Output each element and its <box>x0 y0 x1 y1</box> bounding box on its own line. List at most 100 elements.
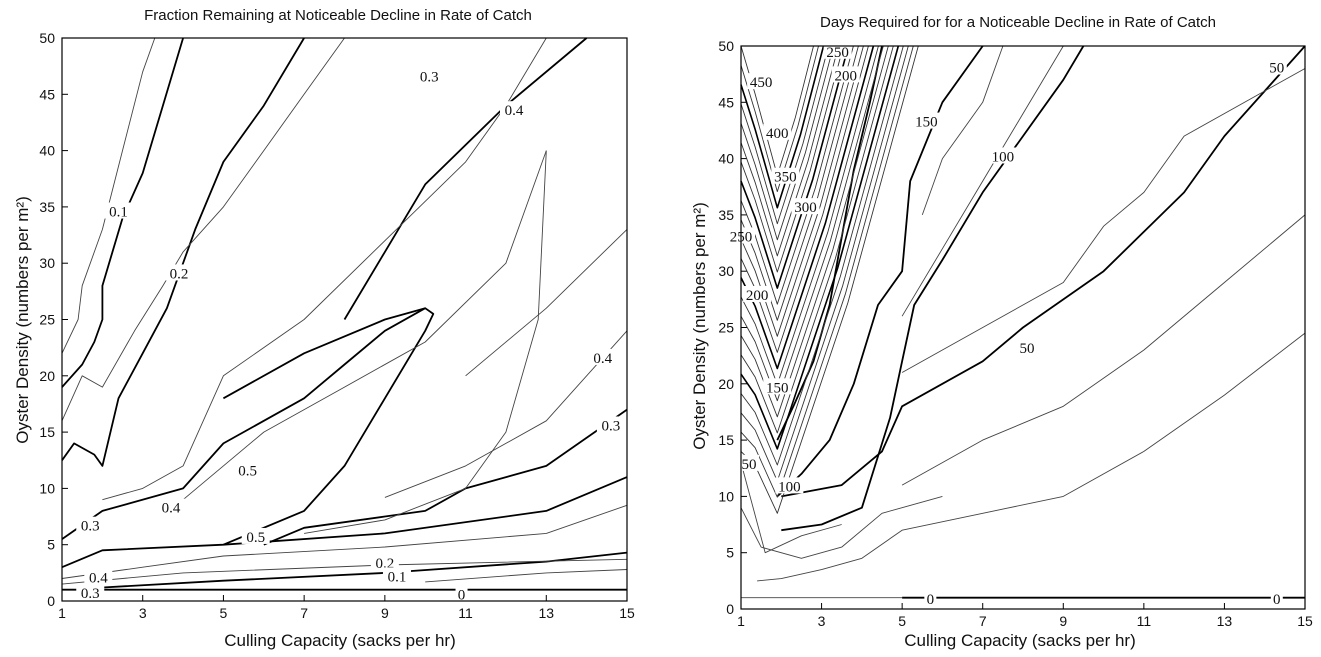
days-required-chart: Days Required for for a Noticeable Decli… <box>690 14 1313 650</box>
x-tick-label: 9 <box>381 605 389 621</box>
contour-line <box>304 150 547 534</box>
contour-line <box>740 45 839 257</box>
contour-line <box>740 45 884 402</box>
contour-label-background <box>1017 338 1038 355</box>
contour-label-background <box>455 585 468 602</box>
y-tick-label: 30 <box>39 255 55 271</box>
y-tick-label: 5 <box>47 537 55 553</box>
contour-label: 0.3 <box>601 418 620 434</box>
contour-label-background <box>84 568 113 585</box>
x-tick-label: 7 <box>300 605 308 621</box>
x-tick-label: 15 <box>1297 613 1313 629</box>
contour-line <box>740 45 834 241</box>
y-tick-label: 10 <box>39 480 55 496</box>
contour-line <box>61 504 628 579</box>
plot-frame <box>61 37 628 602</box>
contour-line <box>61 37 184 388</box>
contour-label-background <box>747 73 776 90</box>
contour-line <box>465 229 628 377</box>
contour-label: 0.5 <box>246 530 265 546</box>
contour-label-background <box>500 101 528 118</box>
contour-line <box>776 45 883 441</box>
contour-line <box>740 45 889 418</box>
contour-line <box>781 45 1085 532</box>
contour-line <box>343 37 588 320</box>
x-tick-label: 11 <box>458 605 473 621</box>
contour-line <box>61 476 628 569</box>
y-tick-label: 0 <box>47 593 55 609</box>
contour-label: 0.3 <box>81 586 100 602</box>
contour-label-background <box>831 66 860 83</box>
contour-line <box>740 45 894 434</box>
contour-line <box>740 45 900 450</box>
y-tick-label: 40 <box>718 151 734 167</box>
contour-line <box>757 332 1306 582</box>
contour-label: 200 <box>746 288 769 304</box>
contour-label: 400 <box>766 126 789 142</box>
contour-line <box>781 45 1306 498</box>
contour-label: 150 <box>766 380 789 396</box>
x-axis-label: Culling Capacity (sacks per hr) <box>904 631 1135 650</box>
x-tick-label: 9 <box>1059 613 1067 629</box>
contour-label-background <box>76 516 105 533</box>
contour-label: 200 <box>834 68 857 84</box>
contour-line <box>901 214 1306 486</box>
contour-line <box>740 45 914 498</box>
y-tick-label: 40 <box>39 143 55 159</box>
x-tick-label: 11 <box>1137 613 1152 629</box>
y-tick-label: 35 <box>39 199 55 215</box>
contour-label-background <box>382 567 411 584</box>
y-axis-label: Oyster Density (numbers per m²) <box>13 196 32 444</box>
y-tick-label: 35 <box>718 207 734 223</box>
contour-label: 100 <box>778 479 801 495</box>
contour-label-background <box>823 42 852 59</box>
contour-line <box>182 150 547 501</box>
x-tick-label: 1 <box>58 605 66 621</box>
x-tick-label: 5 <box>898 613 906 629</box>
contour-line <box>740 45 844 273</box>
fraction-remaining-chart: Fraction Remaining at Noticeable Decline… <box>13 7 635 650</box>
contour-line <box>263 408 628 546</box>
contour-line <box>921 45 1004 216</box>
contour-label: 0.3 <box>81 519 100 535</box>
contour-line <box>740 45 854 305</box>
y-axis-label: Oyster Density (numbers per m²) <box>690 202 709 450</box>
y-tick-label: 10 <box>718 488 734 504</box>
contour-label-background <box>415 67 444 84</box>
contour-label-background <box>763 123 792 140</box>
x-tick-label: 7 <box>979 613 987 629</box>
contour-line <box>61 558 628 585</box>
x-tick-label: 3 <box>818 613 826 629</box>
contour-label: 100 <box>992 149 1015 165</box>
contour-label: 0.2 <box>170 266 189 282</box>
contour-label-background <box>1266 58 1287 75</box>
y-tick-label: 15 <box>39 424 55 440</box>
y-tick-label: 0 <box>726 601 734 617</box>
y-tick-label: 30 <box>718 263 734 279</box>
contour-label: 0 <box>927 592 935 608</box>
contour-label: 0.1 <box>388 569 407 585</box>
x-axis-label: Culling Capacity (sacks per hr) <box>224 631 455 650</box>
contour-label-background <box>241 527 270 544</box>
chart-title: Days Required for for a Noticeable Decli… <box>820 14 1216 31</box>
plot-frame <box>740 45 1306 610</box>
contour-label: 0.4 <box>89 570 108 586</box>
contour-line <box>61 37 156 354</box>
x-tick-label: 13 <box>538 605 554 621</box>
x-tick-label: 5 <box>220 605 228 621</box>
y-tick-label: 45 <box>39 86 55 102</box>
y-tick-label: 20 <box>718 376 734 392</box>
x-tick-label: 15 <box>619 605 635 621</box>
contour-label-background <box>791 198 820 215</box>
y-tick-label: 25 <box>39 312 55 328</box>
contour-line <box>901 45 1064 317</box>
contour-line <box>740 45 909 482</box>
contour-label-background <box>739 454 760 471</box>
contour-label-background <box>370 553 399 570</box>
contour-line <box>740 45 904 466</box>
contour-line <box>740 45 850 289</box>
contour-label: 0.5 <box>238 464 257 480</box>
contour-label-background <box>763 378 792 395</box>
